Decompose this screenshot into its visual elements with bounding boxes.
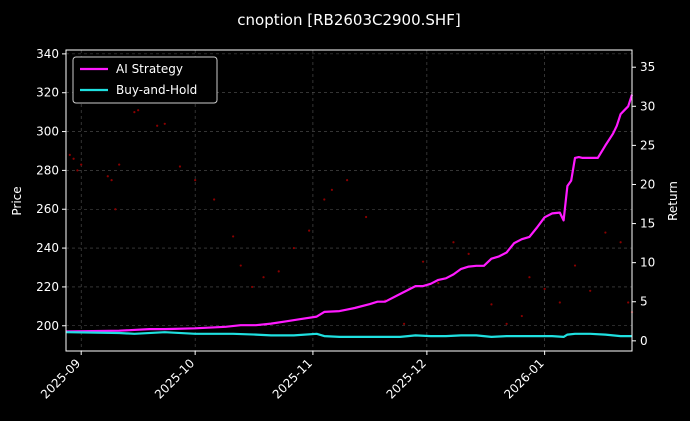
price-points <box>68 109 634 325</box>
price-point <box>80 163 83 166</box>
y-axis-right: 0 5 10 15 20 25 30 35 <box>632 60 655 348</box>
price-point <box>528 276 531 279</box>
series-lines <box>65 94 634 338</box>
price-point <box>110 179 113 182</box>
y-axis-left: 200 220 240 260 280 300 320 340 <box>36 47 66 333</box>
y-left-tick-label: 320 <box>36 86 59 100</box>
price-point <box>558 301 561 304</box>
y-right-tick-label: 20 <box>640 177 655 191</box>
y-left-tick-label: 200 <box>36 319 59 333</box>
y-left-tick-label: 220 <box>36 280 59 294</box>
price-point <box>194 179 197 182</box>
y-right-tick-label: 0 <box>640 334 648 348</box>
price-point <box>76 169 79 172</box>
price-point <box>467 252 470 256</box>
price-point <box>114 208 117 211</box>
price-point <box>346 179 349 182</box>
y-right-tick-label: 25 <box>640 138 655 152</box>
price-point <box>543 287 546 290</box>
legend: AI Strategy Buy-and-Hold <box>72 56 218 104</box>
y-right-tick-label: 10 <box>640 256 655 270</box>
price-point <box>137 109 140 112</box>
y-axis-left-label: Price <box>10 186 24 215</box>
price-point <box>232 235 235 238</box>
price-point <box>589 289 592 292</box>
price-point <box>251 285 254 289</box>
price-point <box>452 241 455 244</box>
price-point <box>323 198 326 201</box>
legend-label-ai-strategy: AI Strategy <box>116 62 183 76</box>
price-point <box>68 153 71 156</box>
price-point <box>239 264 242 267</box>
y-left-tick-label: 260 <box>36 202 59 216</box>
price-point <box>292 246 296 250</box>
price-point <box>133 111 136 114</box>
legend-label-buy-and-hold: Buy-and-Hold <box>116 83 197 97</box>
price-point <box>308 229 311 232</box>
y-left-tick-label: 340 <box>36 47 59 61</box>
price-point <box>627 301 630 304</box>
price-point <box>330 188 334 191</box>
price-point <box>402 322 406 325</box>
y-axis-right-label: Return <box>666 181 680 221</box>
y-right-tick-label: 5 <box>640 295 648 309</box>
y-right-tick-label: 15 <box>640 217 655 231</box>
y-right-tick-label: 35 <box>640 60 655 74</box>
price-point <box>163 122 166 125</box>
price-point <box>490 303 493 306</box>
y-left-tick-label: 240 <box>36 241 59 255</box>
price-point <box>505 322 508 325</box>
price-point <box>156 124 159 127</box>
y-left-tick-label: 300 <box>36 125 59 139</box>
chart-title: cnoption [RB2603C2900.SHF] <box>237 11 460 29</box>
price-point <box>118 163 121 166</box>
price-point <box>364 215 368 219</box>
price-point <box>106 175 109 178</box>
price-point <box>277 270 280 273</box>
price-point <box>178 165 182 168</box>
y-right-tick-label: 30 <box>640 99 655 113</box>
legend-box <box>72 56 218 104</box>
price-point <box>573 264 577 267</box>
price-point <box>213 198 216 201</box>
price-point <box>604 231 607 234</box>
series-line-ai-strategy <box>65 94 634 333</box>
grid <box>66 50 632 351</box>
price-point <box>619 241 622 244</box>
y-left-tick-label: 280 <box>36 163 59 177</box>
price-point <box>437 281 440 285</box>
price-point <box>262 276 265 279</box>
price-point <box>421 260 425 263</box>
plot-frame <box>65 49 633 352</box>
series-line-buy-and-hold <box>65 331 632 338</box>
price-point <box>520 314 523 318</box>
price-point <box>72 157 75 160</box>
